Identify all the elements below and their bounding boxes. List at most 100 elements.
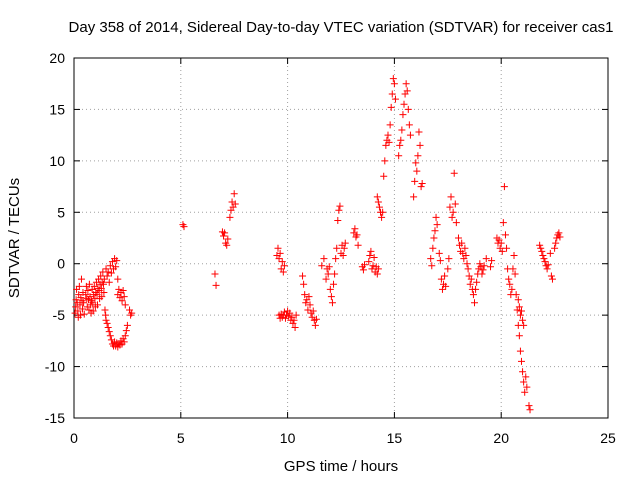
data-point [438,285,446,293]
data-point [354,241,362,249]
data-point [79,305,87,313]
data-point [471,299,478,307]
data-point [280,262,288,270]
data-point [309,307,317,315]
data-point [397,136,405,144]
data-point [331,270,339,278]
data-point [223,241,231,249]
data-point [320,255,328,263]
data-point [72,303,80,311]
data-point [500,183,508,191]
data-point [312,315,320,323]
data-point [89,307,97,315]
data-point [322,275,330,283]
data-point [104,268,112,276]
data-point [521,388,529,396]
x-tick-label: 25 [600,430,616,446]
data-point [395,152,403,160]
data-point [276,249,284,257]
chart-title: Day 358 of 2014, Sidereal Day-to-day VTE… [69,19,614,36]
data-point [103,319,111,327]
data-point [211,270,219,278]
data-point [400,100,408,108]
data-point [386,121,394,129]
data-point [516,347,524,355]
data-point [399,111,407,119]
data-point [427,255,435,263]
data-point [525,402,533,410]
data-point [304,306,312,314]
data-point [93,301,101,309]
data-point [367,247,375,255]
data-point [506,280,514,288]
data-point [301,291,309,299]
data-point [411,177,419,185]
data-point [113,257,121,265]
axis-ticks: 0 5 10 15 20 25 -15 -10 -5 0 5 10 15 20 [45,50,616,446]
data-point [447,193,455,201]
data-point [536,241,544,249]
data-point [480,262,488,270]
data-point [509,265,517,273]
data-point [510,251,518,259]
data-point [505,275,513,283]
data-point [428,262,436,270]
data-point [85,280,93,288]
data-point [77,294,85,302]
data-point [380,172,388,180]
data-point [555,229,563,237]
data-point [476,260,484,268]
data-point [290,316,298,324]
data-point [388,90,396,98]
data-point [452,219,460,227]
data-point [378,213,386,221]
data-point [469,291,477,299]
data-point [551,244,559,252]
data-point [448,213,456,221]
data-point [118,297,126,305]
data-point [370,254,378,262]
data-point [516,311,524,319]
data-point [381,157,389,165]
data-point [515,303,523,311]
data-point [85,296,93,304]
data-point [548,275,556,283]
data-point [463,260,471,268]
data-point [99,280,107,288]
data-point [351,225,359,233]
data-point [520,378,528,386]
data-point [90,282,98,290]
data-point [285,312,293,320]
data-point [501,231,509,239]
x-tick-label: 20 [493,430,509,446]
data-point [230,190,238,198]
data-point [402,80,410,88]
data-point [302,299,310,307]
data-point [520,321,528,329]
data-point [286,309,294,317]
data-point [498,247,506,255]
data-point [511,270,519,278]
data-point [97,272,105,280]
data-point [389,75,397,83]
data-point [391,95,399,103]
data-point [526,406,534,414]
data-point [103,272,111,280]
data-point [353,231,361,239]
data-point [328,299,336,307]
y-tick-label: -5 [53,307,66,323]
data-point [101,306,109,314]
data-point [479,266,487,274]
data-point [410,193,418,201]
data-point [442,282,450,290]
data-point [416,141,424,149]
data-point [431,227,439,235]
data-point [387,103,395,111]
data-point [515,332,523,340]
data-point [404,105,412,113]
data-point [444,265,452,273]
data-point [121,332,129,340]
data-point [449,208,457,216]
data-point [122,327,130,335]
data-point [76,301,84,309]
